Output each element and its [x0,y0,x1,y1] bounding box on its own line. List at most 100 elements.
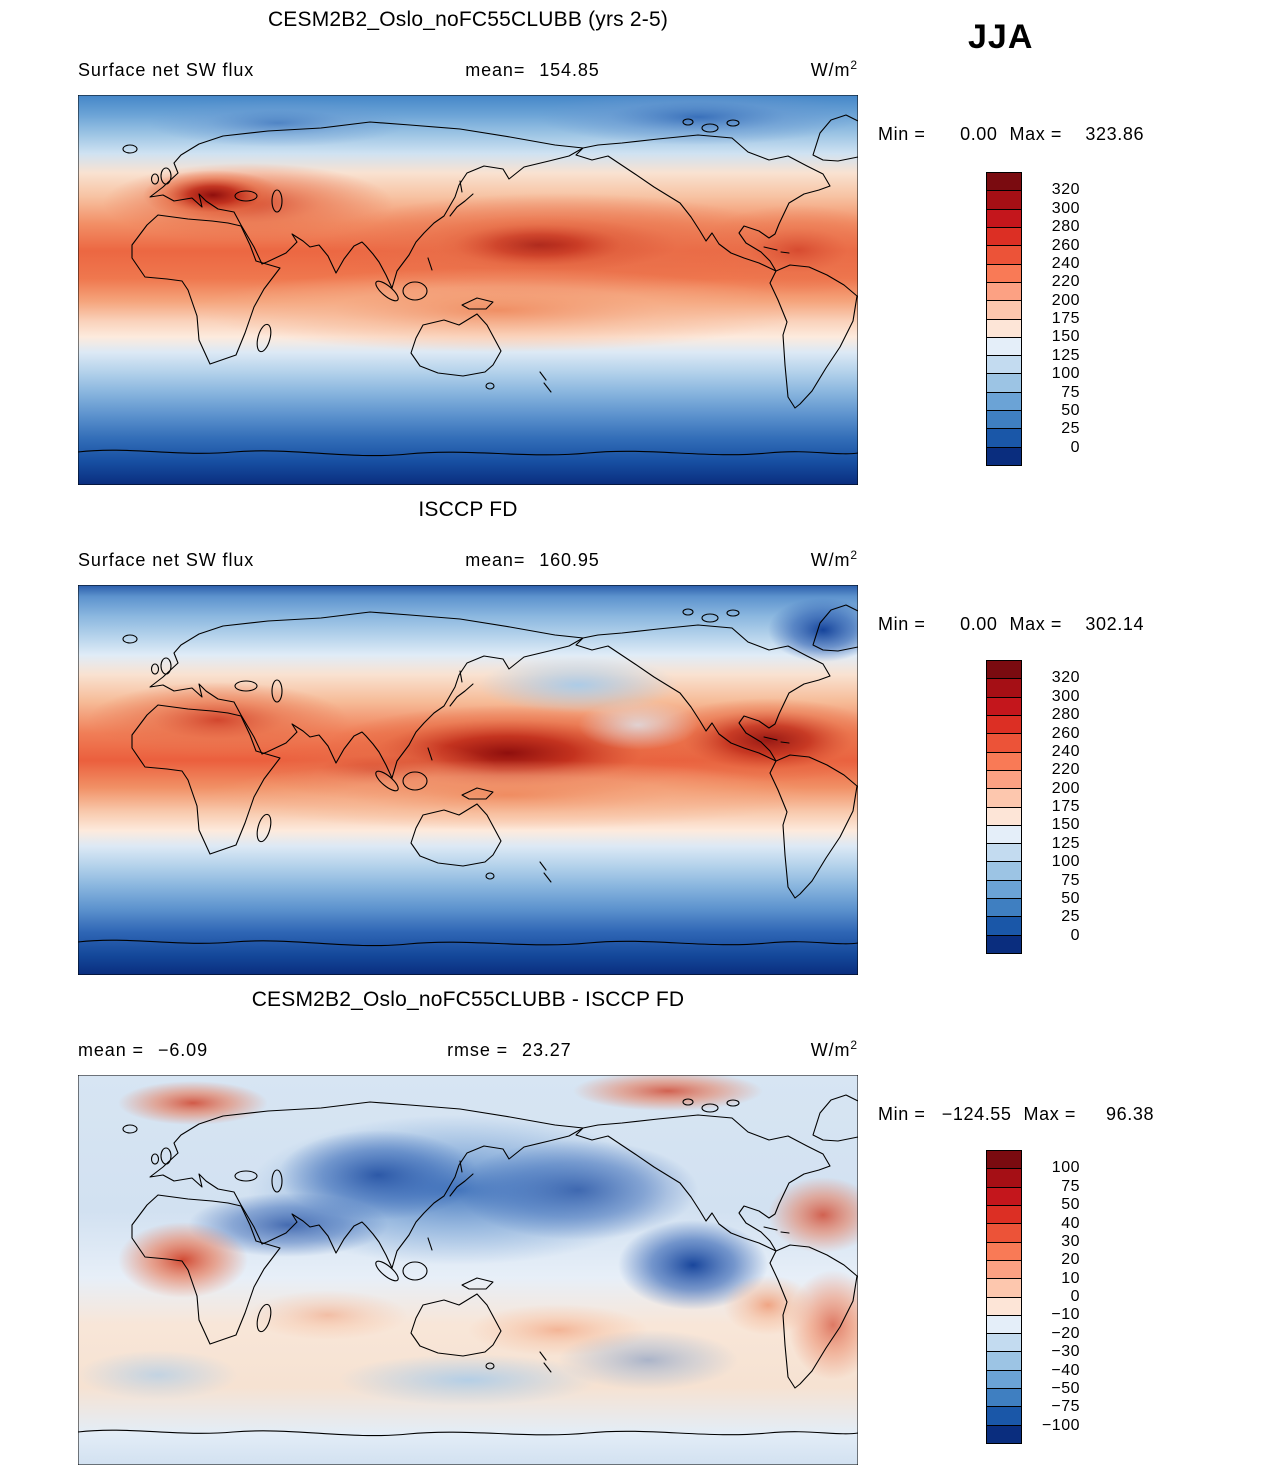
colorbar-cell [987,446,1021,465]
colorbar-bar [986,1150,1022,1444]
colorbar-cell [987,879,1021,899]
colorbar-tick-label: 75 [1061,871,1080,889]
panel3-units-base: W/m [810,1040,851,1060]
colorbar-tick-label: 240 [1051,254,1080,272]
colorbar-labels: 320 300 280 260 240 220 200 175 150 125 100 75 50 25 0 [1032,660,1084,954]
colorbar-cell [987,733,1021,752]
panel3-mean-value: −6.09 [157,1040,208,1060]
colorbar-tick-label: 40 [1061,1214,1080,1232]
colorbar-tick-label: 10 [1061,1269,1080,1287]
panel1-max-label: Max = [1009,124,1063,144]
panel1-variable-label: Surface net SW flux [78,60,255,80]
colorbar-cell [987,318,1021,337]
panel2-units-exp: 2 [850,548,858,562]
panel1-max-value: 323.86 [1085,124,1145,144]
panel1-title: CESM2B2_Oslo_noFC55CLUBB (yrs 2-5) [267,8,669,31]
colorbar-cell [987,661,1021,679]
panel2-max-value: 302.14 [1085,614,1145,634]
panel2-min-value: 0.00 [960,614,998,634]
colorbar-tick-label: −100 [1041,1416,1080,1434]
colorbar-tick-label: −75 [1051,1398,1080,1416]
panel3-mean: mean = −6.09 [78,1040,208,1061]
colorbar-tick-label: 280 [1051,218,1080,236]
colorbar-tick-label: 175 [1051,310,1080,327]
colorbar-cell [987,1388,1021,1407]
colorbar-cell [987,714,1021,734]
colorbar-cell [987,1278,1021,1297]
panel3-rmse-label: rmse = [447,1040,509,1060]
map-obs-field [78,585,858,975]
panel2-mean: mean= 160.95 [465,550,600,571]
colorbar-tick-label: 320 [1051,669,1080,687]
colorbar-cell [987,1296,1021,1315]
colorbar-tick-label: 175 [1051,798,1080,815]
colorbar-cell [987,336,1021,356]
colorbar-tick-label: 30 [1061,1232,1080,1250]
panel2-title: ISCCP FD [418,498,518,521]
season-label: JJA [968,18,1034,56]
colorbar-bar [986,172,1022,466]
colorbar-cell [987,788,1021,807]
colorbar-bar [986,660,1022,954]
panel2-stats-row: Surface net SW flux mean= 160.95 W/m2 [78,548,858,571]
colorbar-cell [987,410,1021,429]
colorbar-tick-label: 20 [1061,1251,1080,1269]
colorbar-tick-label: 50 [1061,1196,1080,1214]
colorbar-cell [987,1223,1021,1242]
panel2-colorbar: 320 300 280 260 240 220 200 175 150 125 100 75 50 25 0 [986,660,1084,954]
panel2-min-label: Min = [878,614,926,634]
panel1-min-value: 0.00 [960,124,998,144]
colorbar-cell [987,934,1021,953]
colorbar-tick-label: 50 [1061,889,1080,907]
panel3-minmax: Min = −124.55 Max = 96.38 [878,1104,1154,1125]
colorbar-tick-label: 125 [1051,834,1080,852]
colorbar-tick-label: 25 [1061,908,1080,926]
colorbar-cell [987,843,1021,862]
panel1-minmax: Min = 0.00 Max = 323.86 [878,124,1144,145]
colorbar-cell [987,1204,1021,1224]
panel3-colorbar: 100 75 50 40 30 20 10 0 −10 −20 −30 −40 −50 −75 −100 [986,1150,1084,1444]
panel3-rmse: rmse = 23.27 [447,1040,571,1061]
colorbar-tick-label: 0 [1070,1288,1080,1305]
colorbar-tick-label: −30 [1051,1343,1080,1361]
panel3-units: W/m2 [811,1038,858,1061]
panel2-units: W/m2 [811,548,858,571]
colorbar-cell [987,1424,1021,1443]
colorbar-cell [987,245,1021,264]
colorbar-tick-label: −40 [1051,1361,1080,1379]
colorbar-tick-label: 200 [1051,779,1080,797]
colorbar-tick-label: 150 [1051,816,1080,834]
colorbar-cell [987,696,1021,715]
colorbar-cell [987,1314,1021,1334]
map-diff-field [78,1075,858,1465]
colorbar-tick-label: 220 [1051,761,1080,779]
colorbar-cell [987,678,1021,697]
colorbar-tick-label: −10 [1051,1306,1080,1324]
colorbar-cell [987,1369,1021,1389]
panel3-max-value: 96.38 [1106,1104,1155,1124]
colorbar-cell [987,1351,1021,1370]
colorbar-cell [987,769,1021,789]
panel1-mean: mean= 154.85 [465,60,600,81]
colorbar-tick-label: 100 [1051,365,1080,383]
colorbar-tick-label: 320 [1051,181,1080,199]
colorbar-cell [987,824,1021,844]
panel1-stats-row: Surface net SW flux mean= 154.85 W/m2 [78,58,858,81]
colorbar-tick-label: −20 [1051,1324,1080,1342]
colorbar-cell [987,428,1021,447]
panel2-mean-label: mean= [465,550,526,570]
colorbar-labels: 100 75 50 40 30 20 10 0 −10 −20 −30 −40 −50 −75 −100 [1032,1150,1084,1444]
colorbar-tick-label: 200 [1051,291,1080,309]
panel3-title: CESM2B2_Oslo_noFC55CLUBB - ISCCP FD [251,988,685,1011]
colorbar-tick-label: 300 [1051,687,1080,705]
colorbar-cell [987,1333,1021,1352]
panel1-units: W/m2 [811,58,858,81]
panel3-stats-row: mean = −6.09 rmse = 23.27 W/m2 [78,1038,858,1061]
panel1-units-base: W/m [810,60,851,80]
panel1-colorbar: 320 300 280 260 240 220 200 175 150 125 100 75 50 25 0 [986,172,1084,466]
colorbar-cell [987,898,1021,917]
colorbar-tick-label: 150 [1051,328,1080,346]
colorbar-tick-label: 100 [1051,1159,1080,1177]
